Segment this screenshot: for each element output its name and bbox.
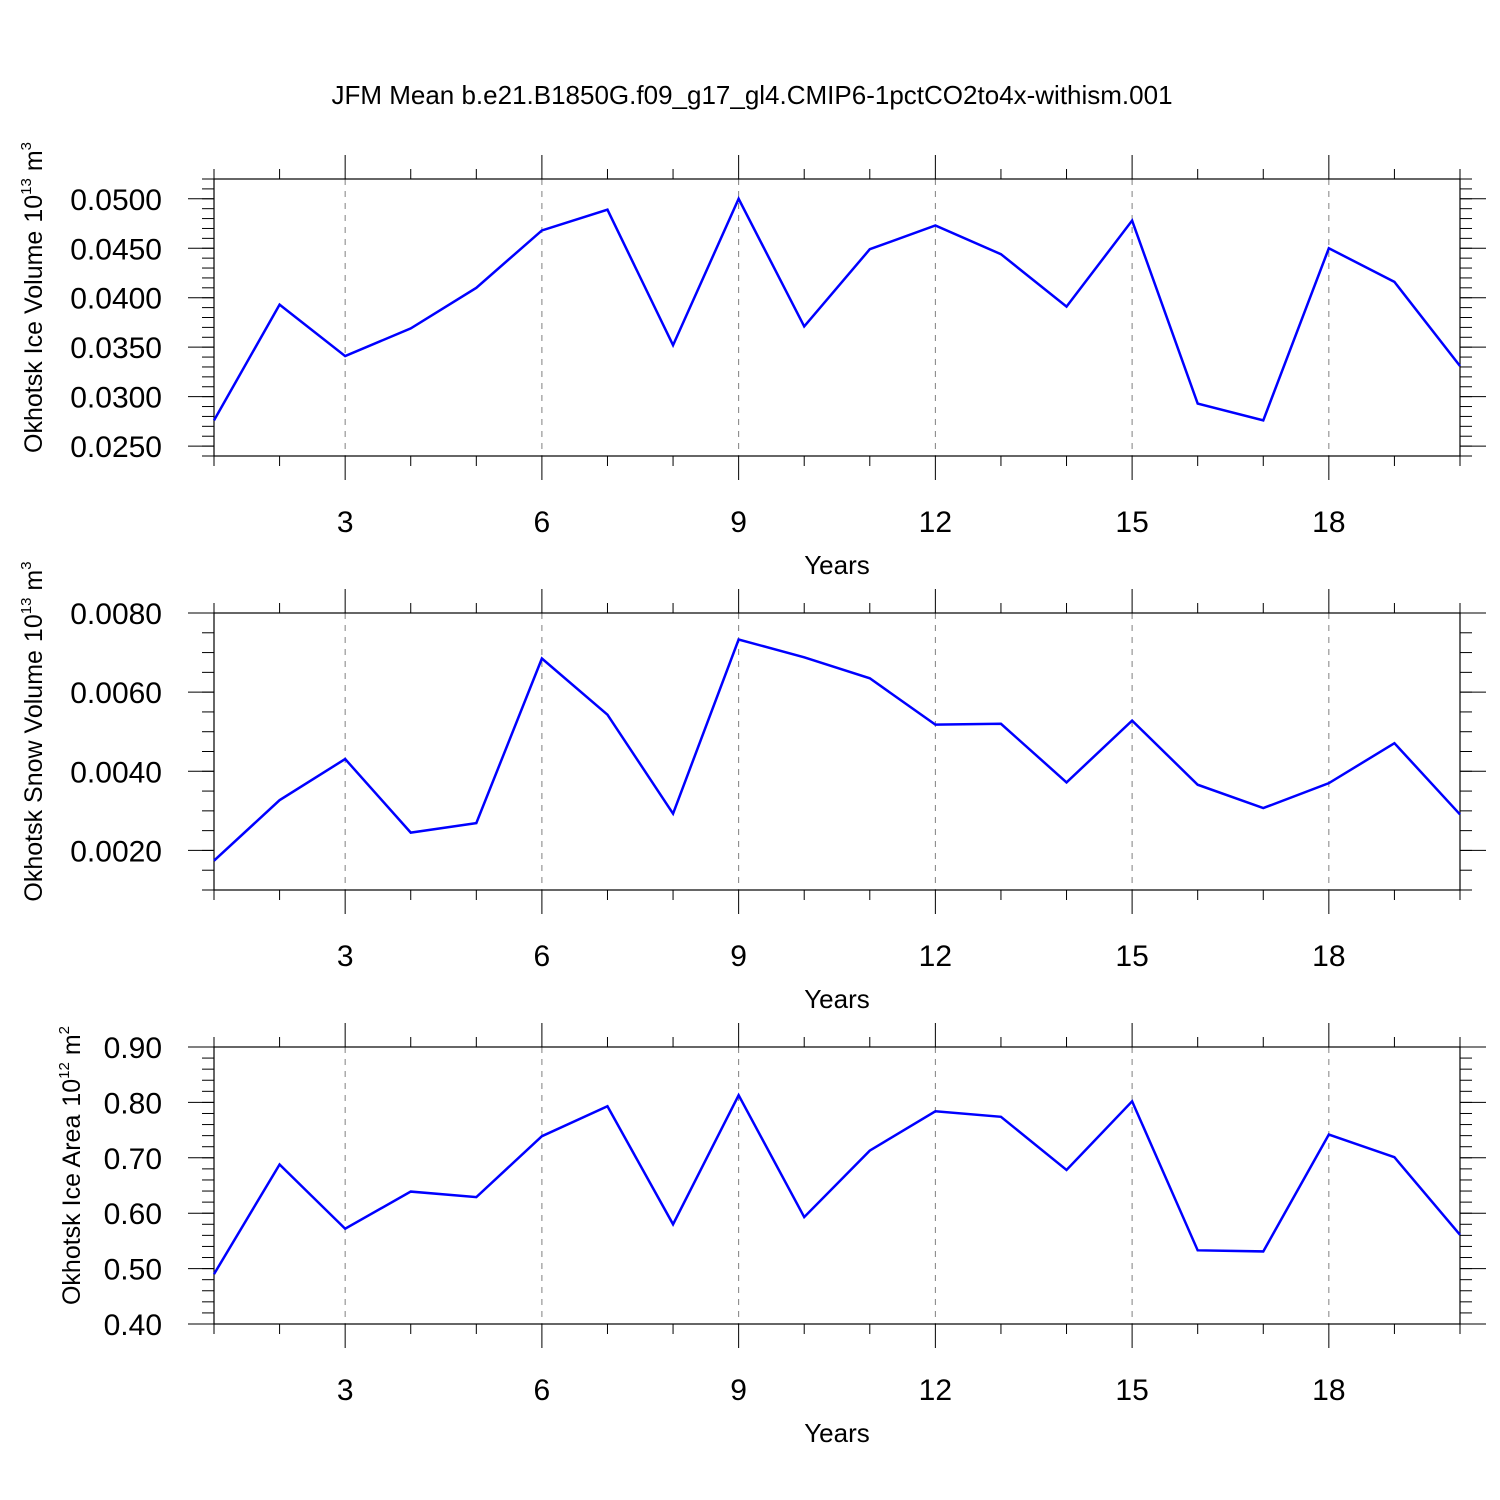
y-axis-label-name: Okhotsk Ice Area <box>58 1115 86 1305</box>
y-tick-label: 0.0250 <box>70 431 162 464</box>
series-line <box>213 638 1461 862</box>
y-axis-unit: m <box>58 1034 86 1055</box>
x-tick-label: 3 <box>337 940 354 973</box>
x-tick-label: 15 <box>1115 940 1148 973</box>
y-axis-label-name: Okhotsk Snow Volume <box>20 650 48 902</box>
series-line <box>212 1092 1461 1275</box>
y-tick-label: 0.0350 <box>70 332 162 365</box>
y-tick-label: 0.0500 <box>70 184 162 217</box>
y-axis-unit-base: 10 <box>20 195 48 223</box>
x-tick-label: 15 <box>1115 1374 1148 1407</box>
y-tick-label: 0.90 <box>104 1032 162 1065</box>
y-tick-label: 0.60 <box>104 1198 162 1231</box>
y-axis-label-name: Okhotsk Ice Volume <box>20 231 48 453</box>
panels: 0.0250 0.0300 0.0350 0.0400 0.0450 0.0500 3 6 9 1… <box>18 142 1486 1448</box>
x-tick-label: 3 <box>337 1374 354 1407</box>
x-tick-label: 18 <box>1312 1374 1345 1407</box>
y-tick-label: 0.50 <box>104 1254 162 1287</box>
y-axis-unit-sup: 3 <box>18 561 35 569</box>
y-axis-unit-exp: 13 <box>18 178 35 195</box>
series-line <box>212 195 1461 422</box>
y-axis-unit-base: 10 <box>20 614 48 642</box>
x-tick-label: 6 <box>534 506 551 539</box>
y-axis-unit-exp: 12 <box>56 1062 73 1079</box>
x-tick-label: 18 <box>1312 940 1345 973</box>
y-tick-label: 0.0020 <box>70 835 162 868</box>
y-axis-unit: m <box>20 570 48 591</box>
y-tick-label: 0.0060 <box>70 677 162 710</box>
y-tick-label: 0.0400 <box>70 283 162 316</box>
y-axis-unit: m <box>20 150 48 171</box>
y-tick-label: 0.70 <box>104 1143 162 1176</box>
y-tick-label: 0.0080 <box>70 598 162 631</box>
y-axis-unit-exp: 13 <box>18 598 35 615</box>
x-tick-label: 18 <box>1312 506 1345 539</box>
x-tick-label: 6 <box>534 1374 551 1407</box>
plot-frame <box>213 1046 1461 1325</box>
y-axis-label: Okhotsk Ice Volume 1013 m3 <box>18 142 48 453</box>
x-tick-label: 12 <box>919 1374 952 1407</box>
x-axis-label: Years <box>804 550 870 580</box>
y-tick-label: 0.40 <box>104 1309 162 1342</box>
y-axis-unit-sup: 2 <box>56 1026 73 1034</box>
y-tick-label: 0.0040 <box>70 756 162 789</box>
x-tick-label: 9 <box>730 1374 747 1407</box>
y-tick-label: 0.0450 <box>70 233 162 266</box>
x-axis-label: Years <box>804 1418 870 1448</box>
x-tick-label: 6 <box>534 940 551 973</box>
y-axis-unit-sup: 3 <box>18 142 35 150</box>
y-axis-label: Okhotsk Ice Area 1012 m2 <box>56 1026 86 1305</box>
y-axis-unit-base: 10 <box>58 1079 86 1107</box>
x-axis-label: Years <box>804 984 870 1014</box>
x-tick-label: 9 <box>730 506 747 539</box>
y-tick-label: 0.80 <box>104 1087 162 1120</box>
x-tick-label: 12 <box>919 506 952 539</box>
panel-2: 0.0020 0.0040 0.0060 0.0080 3 6 9 12 15 18 Years Ok… <box>18 561 1486 1014</box>
panel-3: 0.40 0.50 0.60 0.70 0.80 0.90 3 6 9 12 15 18 Years Ok… <box>56 1023 1486 1448</box>
x-tick-label: 12 <box>919 940 952 973</box>
x-tick-label: 3 <box>337 506 354 539</box>
chart-title: JFM Mean b.e21.B1850G.f09_g17_gl4.CMIP6-… <box>331 80 1172 110</box>
y-tick-label: 0.0300 <box>70 382 162 415</box>
panel-1: 0.0250 0.0300 0.0350 0.0400 0.0450 0.0500 3 6 9 1… <box>18 142 1486 580</box>
x-tick-label: 15 <box>1115 506 1148 539</box>
x-tick-label: 9 <box>730 940 747 973</box>
y-axis-label: Okhotsk Snow Volume 1013 m3 <box>18 561 48 901</box>
